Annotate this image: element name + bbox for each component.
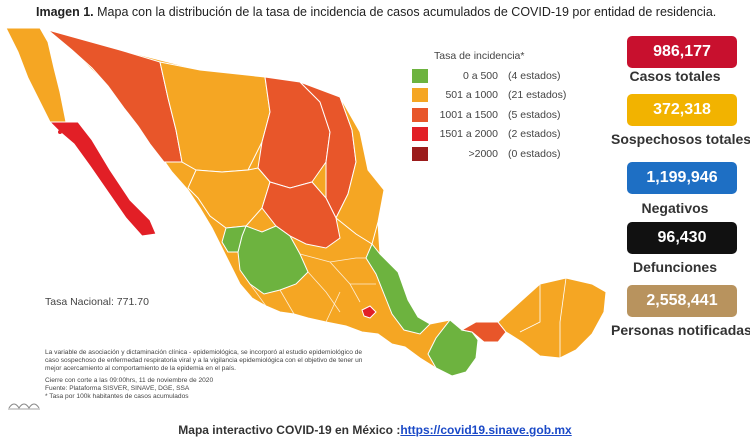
footer-text: Mapa interactivo COVID-19 en México : [178, 423, 401, 437]
baja-california [5, 27, 67, 123]
stat-value-box: 1,199,946 [627, 162, 737, 194]
legend-count: (21 estados) [508, 89, 567, 102]
durango [187, 167, 271, 229]
covid-map-link[interactable]: https://covid19.sinave.gob.mx [400, 423, 572, 437]
stat-label: Personas notificadas [611, 322, 750, 338]
legend-count: (5 estados) [508, 108, 561, 121]
legend-swatch [412, 88, 428, 103]
legend-count: (4 estados) [508, 69, 561, 82]
legend-range: >2000 [468, 147, 499, 160]
legend-range: 1501 a 2000 [439, 128, 498, 141]
legend-range: 1001 a 1500 [439, 108, 498, 121]
tabasco [460, 321, 507, 343]
nayarit-green [221, 225, 247, 253]
legend-title: Tasa de incidencia* [434, 50, 525, 62]
tamaulipas [335, 96, 385, 245]
state-borders [199, 207, 376, 323]
sonora [47, 29, 183, 163]
footer-wave-logo [8, 403, 40, 410]
island-marker [58, 130, 62, 134]
stat-value-box: 372,318 [627, 94, 737, 126]
legend-row: 501 a 1000 (21 estados) [412, 86, 566, 106]
legend-row: 1001 a 1500 (5 estados) [412, 105, 566, 125]
legend-count: (2 estados) [508, 128, 561, 141]
caption-label: Imagen 1. [36, 5, 94, 19]
legend-range: 0 a 500 [462, 69, 498, 82]
tasa-nacional: Tasa Nacional: 771.70 [45, 296, 149, 308]
ciudad-de-mexico [361, 305, 377, 319]
zacatecas [261, 181, 341, 249]
stat-value-box: 986,177 [627, 36, 737, 68]
legend-row: 0 a 500 (4 estados) [412, 66, 566, 86]
stat-label: Defunciones [632, 259, 717, 275]
footnote-methodology: La variable de asociación y dictaminació… [45, 349, 363, 373]
stat-value-box: 2,558,441 [627, 285, 737, 317]
stat-label: Negativos [641, 200, 709, 216]
footnote-rate: * Tasa por 100k habitantes de casos acum… [45, 393, 189, 401]
jalisco-green [237, 225, 309, 295]
stat-label: Sospechosos totales [611, 131, 750, 147]
footer-line: Mapa interactivo COVID-19 en México :htt… [0, 423, 750, 437]
figure-caption: Imagen 1. Mapa con la distribución de la… [36, 5, 716, 19]
incidence-legend: Tasa de incidencia* 0 a 500 (4 estados) 50… [412, 50, 566, 164]
yucatan-borders [519, 277, 567, 358]
legend-row: >2000 (0 estados) [412, 144, 566, 164]
caption-text: Mapa con la distribución de la tasa de i… [93, 5, 717, 19]
footnote-source: Fuente: Plataforma SISVER, SINAVE, DGE, … [45, 384, 190, 392]
stat-label: Casos totales [629, 68, 721, 84]
stat-value-box: 96,430 [627, 222, 737, 254]
footnote-cutoff: Cierre con corte a las 09:00hrs, 11 de n… [45, 376, 214, 384]
legend-swatch [412, 146, 428, 161]
veracruz-green [365, 243, 431, 335]
legend-swatch [412, 107, 428, 122]
legend-row: 1501 a 2000 (2 estados) [412, 125, 566, 145]
mexico-incidence-map [5, 27, 607, 377]
legend-count: (0 estados) [508, 147, 561, 160]
legend-swatch [412, 68, 428, 83]
legend-range: 501 a 1000 [445, 89, 498, 102]
legend-swatch [412, 127, 428, 142]
yucatan-peninsula [497, 277, 607, 359]
footnotes: La variable de asociación y dictaminació… [45, 349, 375, 401]
baja-california-sur [48, 121, 157, 237]
